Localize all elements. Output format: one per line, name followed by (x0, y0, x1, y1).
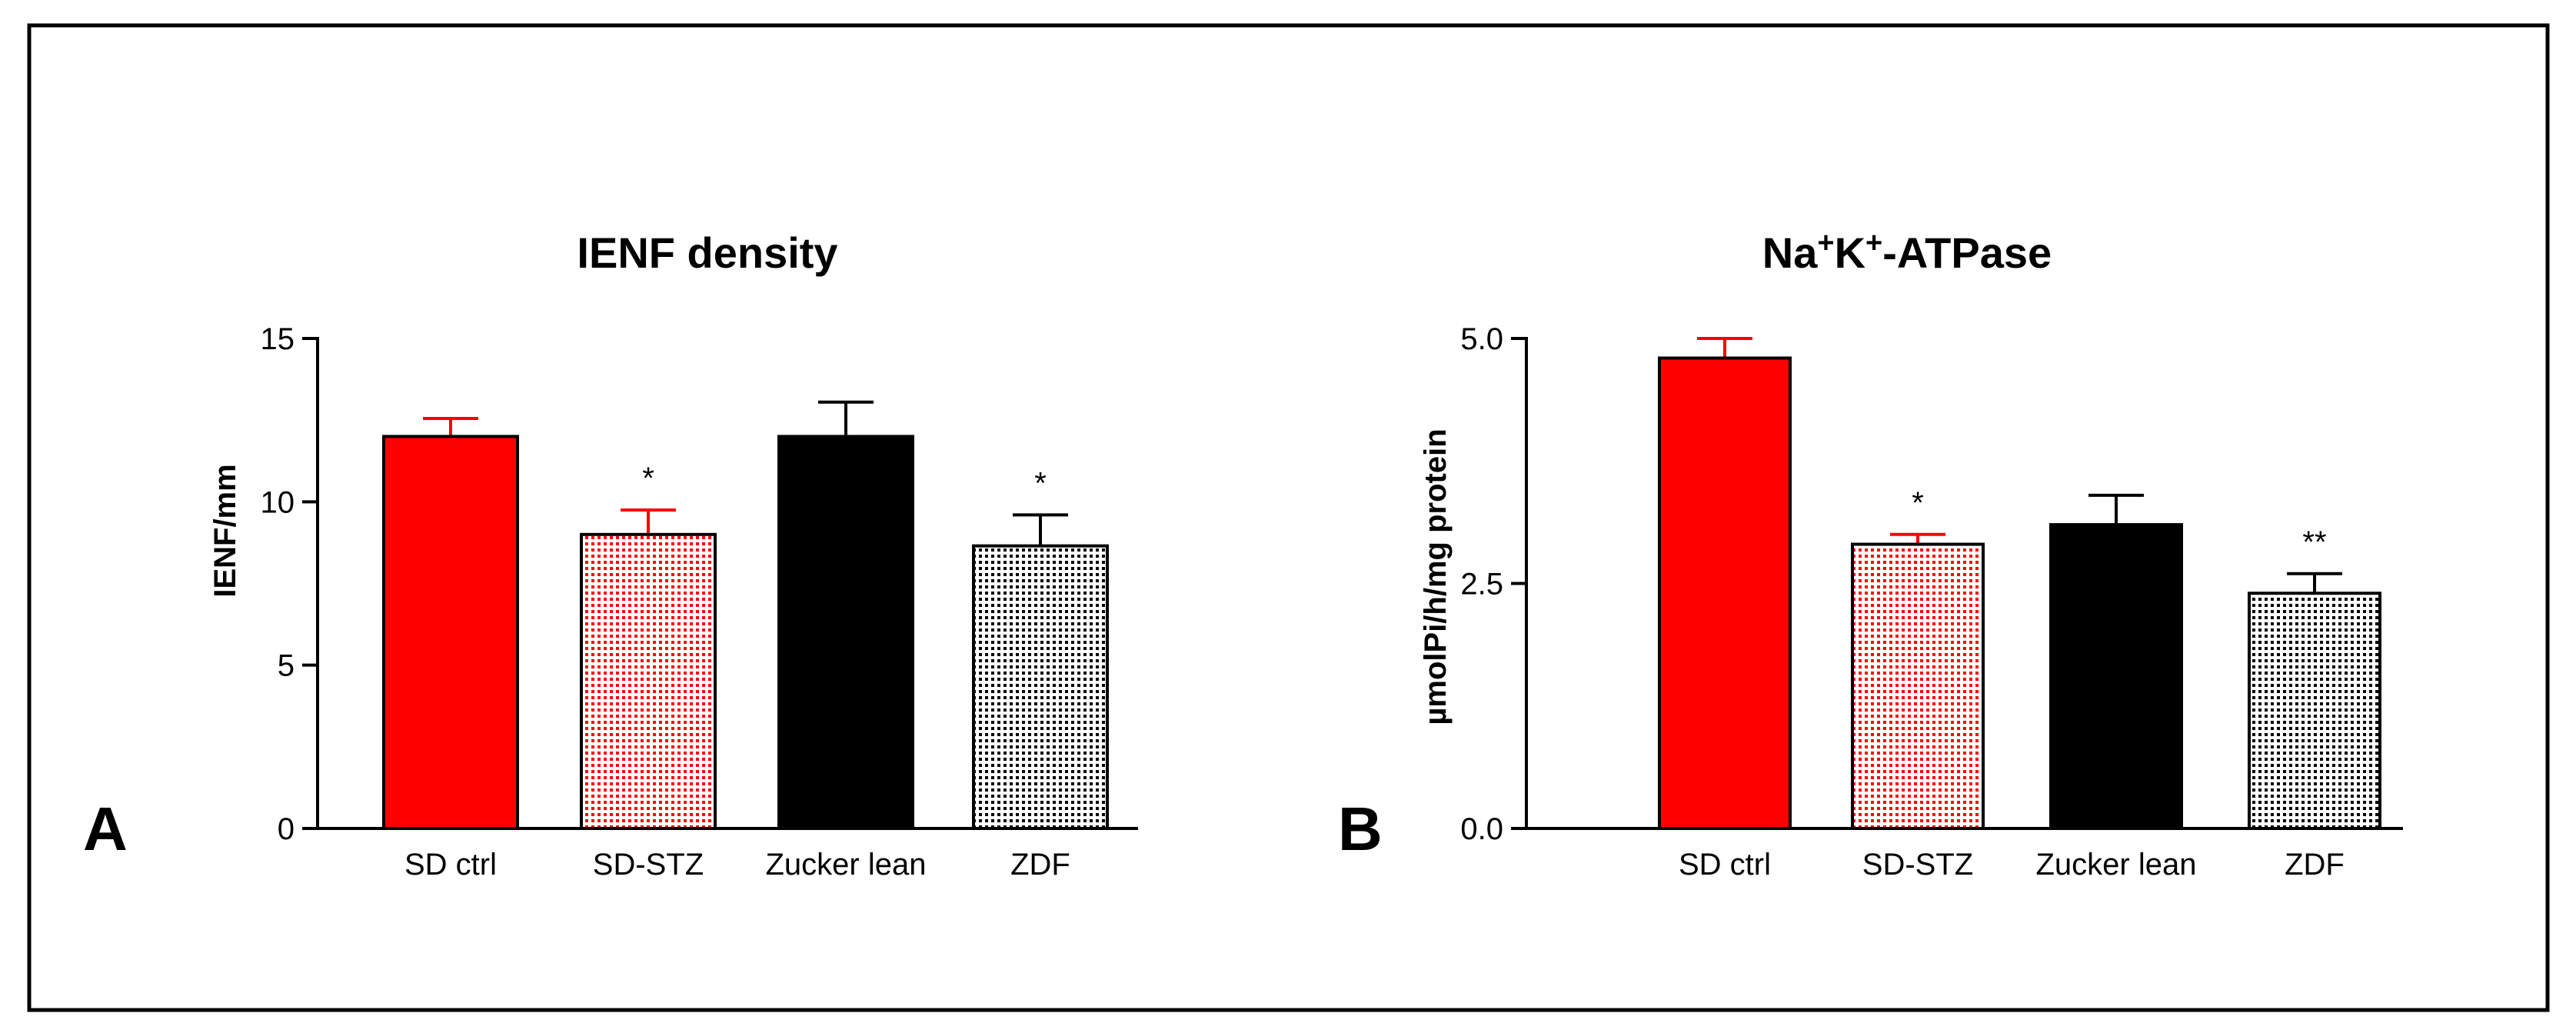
chart-b-significance-marker: * (1912, 486, 1924, 520)
chart-b-title-sup2: + (1865, 227, 1882, 259)
chart-b-title-rest: -ATPase (1882, 228, 2052, 277)
chart-a-y-tick-label: 10 (261, 485, 295, 519)
chart-a-bar-zucker-lean (777, 435, 914, 831)
chart-b-bars: SD ctrl SD-STZ * Zucker lean ZDF ** (1658, 337, 2381, 882)
chart-b-category-label: Zucker lean (2036, 848, 2197, 882)
chart-ienf-density: IENF density 0 5 10 15 SD ctrl SD-STZ * Zucker… (83, 228, 1138, 882)
chart-a-y-tick-label: 0 (278, 812, 295, 846)
chart-a-significance-marker: * (1034, 466, 1047, 500)
chart-b-bar-sd-stz (1851, 542, 1985, 830)
chart-b-y-tick-label: 2.5 (1460, 568, 1503, 602)
chart-b-title: Na+K+-ATPase (1762, 227, 2052, 277)
chart-b-title-na: Na (1762, 228, 1818, 277)
chart-a-title: IENF density (577, 228, 837, 277)
chart-b-category-label: ZDF (2285, 848, 2345, 882)
chart-b-category-label: SD ctrl (1679, 848, 1771, 882)
chart-b-ylabel: µmolPi/h/mg protein (1419, 428, 1453, 725)
chart-b-y-tick-label: 0.0 (1460, 812, 1503, 846)
chart-a-y-tick-label: 5 (278, 649, 295, 683)
chart-a-y-tick-label: 15 (261, 322, 295, 356)
panel-label-a: A (83, 795, 128, 863)
chart-a-significance-marker: * (642, 462, 654, 495)
chart-b-title-k: K (1835, 228, 1865, 277)
chart-a-category-label: SD-STZ (593, 848, 704, 882)
chart-a-category-label: SD ctrl (404, 848, 497, 882)
chart-b-bar-sd-ctrl (1658, 356, 1792, 831)
chart-a-category-label: ZDF (1010, 848, 1070, 882)
chart-b-y-tick-label: 5.0 (1460, 322, 1503, 356)
chart-a-category-label: Zucker lean (766, 848, 927, 882)
chart-na-k-atpase: Na+K+-ATPase 0.02.55.0 SD ctrl SD-STZ*Zuc… (1338, 227, 2403, 882)
chart-b-title-sup1: + (1817, 227, 1834, 259)
chart-b-bar-zucker-lean (2049, 523, 2183, 830)
chart-a-ylabel: IENF/mm (208, 464, 242, 597)
chart-a-bar-sd-ctrl (382, 435, 519, 831)
chart-b-category-label: SD-STZ (1862, 848, 1973, 882)
chart-a-bars: SD ctrl SD-STZ * Zucker lean ZDF * (382, 400, 1109, 882)
chart-a-bar-zdf (972, 544, 1109, 830)
chart-b-significance-marker: ** (2302, 525, 2326, 559)
chart-a-bar-sd-stz (580, 532, 717, 830)
panel-label-b: B (1338, 795, 1383, 863)
chart-b-bar-zdf (2248, 592, 2381, 830)
